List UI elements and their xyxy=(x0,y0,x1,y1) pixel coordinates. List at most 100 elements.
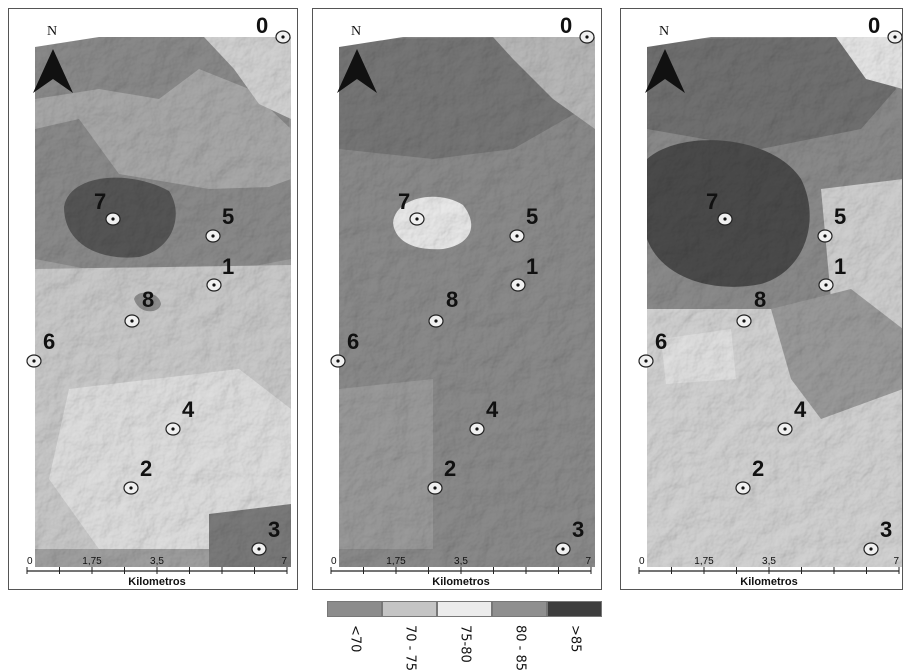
scale-bar: 0 1,75 3,5 7 Kilometros xyxy=(638,556,900,588)
scale-tick-label: 1,75 xyxy=(386,556,406,567)
site-marker-7 xyxy=(105,212,121,226)
site-label-6: 6 xyxy=(655,329,667,354)
site-marker-8 xyxy=(736,314,752,328)
legend-label-70-75: 70 - 75 xyxy=(382,623,437,671)
site-marker-6 xyxy=(638,354,654,368)
site-marker-7 xyxy=(409,212,425,226)
legend: <70 70 - 75 75-80 80 - 85 >85 xyxy=(327,601,603,671)
site-label-7: 7 xyxy=(94,189,106,214)
site-label-3: 3 xyxy=(572,517,584,542)
legend-label-gt85: >85 xyxy=(547,623,602,661)
site-marker-0 xyxy=(579,30,595,44)
map-panel-right-svg: N 0 1 2 3 4 5 6 7 8 0 1,75 3,5 7 Kilometros xyxy=(638,13,902,588)
north-label: N xyxy=(351,24,361,39)
legend-label-lt70: <70 xyxy=(327,623,382,661)
site-label-7: 7 xyxy=(398,189,410,214)
legend-text-70-75: 70 - 75 xyxy=(402,625,417,671)
scale-bar: 0 1,75 3,5 7 Kilometros xyxy=(26,556,288,588)
terrain-hillshade xyxy=(647,37,902,567)
site-label-4: 4 xyxy=(182,397,195,422)
legend-text-gt85: >85 xyxy=(567,625,582,653)
site-marker-5 xyxy=(509,229,525,243)
scale-unit-label: Kilometros xyxy=(432,576,489,588)
site-marker-0 xyxy=(275,30,291,44)
scale-unit-label: Kilometros xyxy=(128,576,185,588)
site-marker-4 xyxy=(165,422,181,436)
site-marker-0 xyxy=(887,30,902,44)
site-marker-1 xyxy=(818,278,834,292)
study-area xyxy=(647,37,902,567)
site-marker-1 xyxy=(206,278,222,292)
north-arrow-icon xyxy=(645,49,685,93)
scale-tick-label: 0 xyxy=(331,556,337,567)
legend-label-80-85: 80 - 85 xyxy=(492,623,547,671)
site-marker-1 xyxy=(510,278,526,292)
scale-tick-label: 7 xyxy=(585,556,591,567)
scale-tick-label: 0 xyxy=(27,556,33,567)
site-marker-2 xyxy=(123,481,139,495)
site-label-3: 3 xyxy=(268,517,280,542)
site-marker-7 xyxy=(717,212,733,226)
site-marker-2 xyxy=(427,481,443,495)
site-marker-4 xyxy=(777,422,793,436)
legend-text-75-80: 75-80 xyxy=(457,625,472,663)
site-label-0: 0 xyxy=(868,13,880,38)
map-panel-right: N 0 1 2 3 4 5 6 7 8 0 1,75 3,5 7 Kilometros xyxy=(620,8,903,590)
legend-label-75-80: 75-80 xyxy=(437,623,492,663)
site-label-6: 6 xyxy=(347,329,359,354)
scale-tick-label: 3,5 xyxy=(454,556,468,567)
site-label-2: 2 xyxy=(752,456,764,481)
site-label-1: 1 xyxy=(222,254,234,279)
legend-swatch-70-75 xyxy=(382,601,437,617)
scale-tick-label: 1,75 xyxy=(82,556,102,567)
site-marker-5 xyxy=(817,229,833,243)
north-label: N xyxy=(47,24,57,39)
site-label-7: 7 xyxy=(706,189,718,214)
legend-text-80-85: 80 - 85 xyxy=(512,625,527,671)
scale-tick-label: 0 xyxy=(639,556,645,567)
site-marker-3 xyxy=(863,542,879,556)
map-panel-left: N 0 1 2 3 4 5 6 7 8 0 1,75 3,5 7 Kilometros xyxy=(8,8,298,590)
north-arrow-icon xyxy=(33,49,73,93)
map-panel-middle: N 0 1 2 3 4 5 6 7 8 0 1,75 3,5 7 Kilometros xyxy=(312,8,602,590)
scale-tick-label: 7 xyxy=(281,556,287,567)
site-marker-6 xyxy=(330,354,346,368)
map-panel-middle-svg: N 0 1 2 3 4 5 6 7 8 0 1,75 3,5 7 Kilometros xyxy=(330,13,595,588)
scale-tick-label: 3,5 xyxy=(150,556,164,567)
legend-swatch-lt70 xyxy=(327,601,382,617)
site-label-8: 8 xyxy=(142,287,154,312)
scale-tick-label: 7 xyxy=(893,556,899,567)
site-label-8: 8 xyxy=(446,287,458,312)
legend-swatch-75-80 xyxy=(437,601,492,617)
scale-tick-label: 1,75 xyxy=(694,556,714,567)
study-area xyxy=(339,37,595,567)
scale-tick-label: 3,5 xyxy=(762,556,776,567)
site-label-8: 8 xyxy=(754,287,766,312)
site-marker-4 xyxy=(469,422,485,436)
site-label-2: 2 xyxy=(140,456,152,481)
terrain-hillshade xyxy=(339,37,595,567)
site-label-1: 1 xyxy=(834,254,846,279)
site-marker-3 xyxy=(251,542,267,556)
north-arrow-icon xyxy=(337,49,377,93)
site-marker-2 xyxy=(735,481,751,495)
legend-swatch-80-85 xyxy=(492,601,547,617)
site-label-4: 4 xyxy=(794,397,807,422)
site-label-5: 5 xyxy=(834,204,846,229)
site-marker-8 xyxy=(428,314,444,328)
site-label-6: 6 xyxy=(43,329,55,354)
site-label-1: 1 xyxy=(526,254,538,279)
legend-text-lt70: <70 xyxy=(347,625,362,653)
site-marker-3 xyxy=(555,542,571,556)
terrain-hillshade xyxy=(35,37,291,567)
site-label-4: 4 xyxy=(486,397,499,422)
map-panel-left-svg: N 0 1 2 3 4 5 6 7 8 0 1,75 3,5 7 Kilometros xyxy=(26,13,291,588)
site-label-5: 5 xyxy=(526,204,538,229)
site-label-5: 5 xyxy=(222,204,234,229)
scale-unit-label: Kilometros xyxy=(740,576,797,588)
study-area xyxy=(35,37,291,567)
legend-swatch-gt85 xyxy=(547,601,602,617)
site-marker-8 xyxy=(124,314,140,328)
site-marker-5 xyxy=(205,229,221,243)
site-label-2: 2 xyxy=(444,456,456,481)
